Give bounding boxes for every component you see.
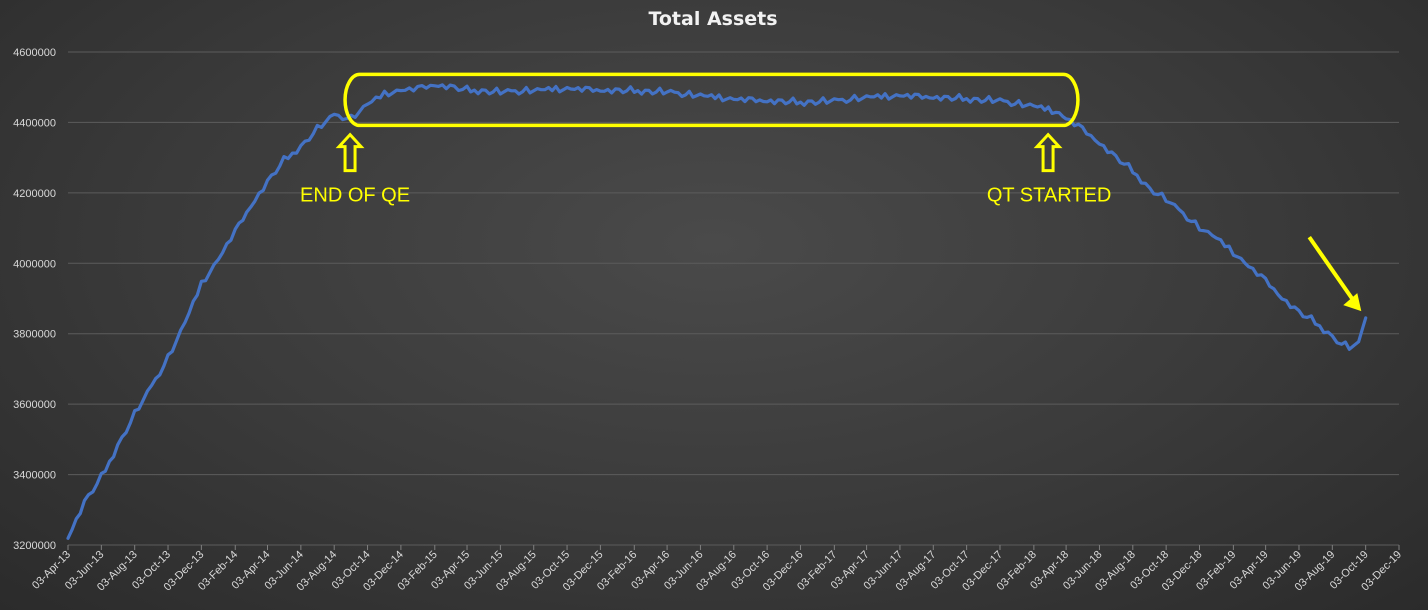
down-arrow-shaft (1307, 236, 1357, 305)
up-arrow-icon (1033, 132, 1063, 173)
y-tick-label: 4600000 (13, 47, 56, 59)
y-axis: 3200000 3400000 3600000 3800000 4000000 42000… (13, 47, 56, 552)
annotation-layer: END OF QE QT STARTED (300, 72, 1362, 312)
x-axis: 03-Apr-1303-Jun-1303-Aug-1303-Oct-1303-D… (30, 545, 1404, 593)
annotation-label: QT STARTED (987, 185, 1111, 207)
y-tick-label: 3400000 (13, 470, 56, 482)
y-tick-label: 3200000 (13, 540, 56, 552)
chart-title: Total Assets (648, 8, 777, 30)
gridlines (68, 51, 1399, 546)
annotation-label: END OF QE (300, 185, 410, 207)
y-tick-label: 3600000 (13, 399, 56, 411)
y-tick-label: 3800000 (13, 329, 56, 341)
up-arrow-icon (335, 132, 365, 173)
series-layer (66, 83, 1368, 540)
series-line (66, 83, 1368, 540)
y-tick-label: 4000000 (13, 258, 56, 270)
plateau-highlight-ellipse (343, 72, 1080, 128)
y-tick-label: 4400000 (13, 117, 56, 129)
y-tick-label: 4200000 (13, 188, 56, 200)
down-arrow-head (1343, 293, 1362, 312)
